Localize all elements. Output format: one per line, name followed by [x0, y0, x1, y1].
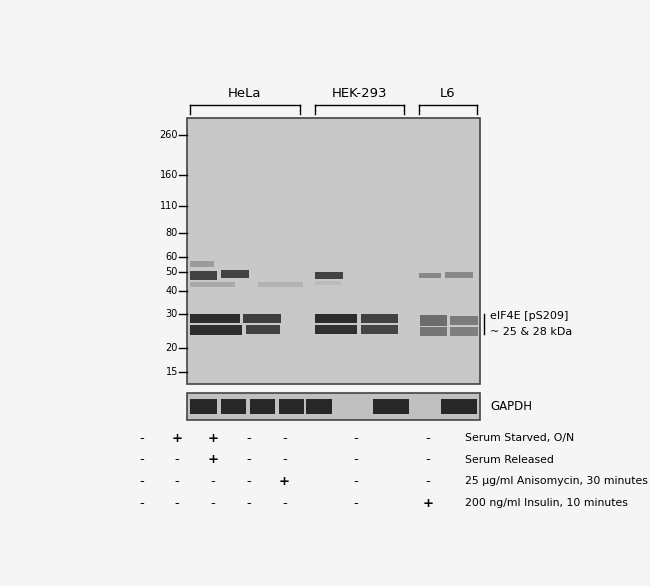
Bar [420, 315, 447, 325]
Bar [190, 315, 240, 323]
Text: +: + [208, 431, 219, 445]
Bar [257, 282, 303, 287]
Text: eIF4E [pS209]: eIF4E [pS209] [490, 311, 569, 322]
Bar [190, 282, 235, 287]
Text: Serum Starved, O/N: Serum Starved, O/N [465, 433, 575, 443]
Text: 20: 20 [166, 343, 178, 353]
Text: 80: 80 [166, 228, 178, 238]
Text: -: - [139, 475, 144, 488]
Bar [221, 399, 246, 414]
Text: 15: 15 [166, 367, 178, 377]
Bar [373, 399, 409, 414]
Bar [315, 281, 341, 284]
Text: -: - [175, 453, 179, 466]
Bar [190, 399, 217, 414]
Bar [420, 327, 447, 336]
Bar [315, 315, 357, 323]
Text: ~ 25 & 28 kDa: ~ 25 & 28 kDa [490, 327, 573, 337]
Text: HeLa: HeLa [228, 87, 262, 100]
Text: +: + [422, 496, 434, 510]
Bar [244, 315, 281, 323]
Text: 110: 110 [160, 202, 178, 212]
Text: -: - [175, 496, 179, 510]
Bar [246, 325, 280, 335]
Bar [306, 399, 332, 414]
Text: -: - [175, 475, 179, 488]
Text: 60: 60 [166, 252, 178, 262]
Text: -: - [282, 496, 287, 510]
Text: HEK-293: HEK-293 [332, 87, 387, 100]
Text: -: - [246, 475, 251, 488]
Bar [187, 118, 480, 384]
Bar [221, 270, 249, 278]
Text: -: - [354, 453, 358, 466]
Text: 160: 160 [160, 171, 178, 180]
Text: 260: 260 [159, 130, 178, 140]
Text: GAPDH: GAPDH [490, 400, 532, 413]
Text: 25 μg/ml Anisomycin, 30 minutes: 25 μg/ml Anisomycin, 30 minutes [465, 476, 648, 486]
Text: -: - [246, 431, 251, 445]
Text: -: - [139, 496, 144, 510]
Text: -: - [354, 475, 358, 488]
Text: L6: L6 [439, 87, 455, 100]
Bar [315, 271, 343, 280]
Text: -: - [139, 453, 144, 466]
Bar [450, 327, 478, 336]
Text: -: - [282, 453, 287, 466]
Text: +: + [279, 475, 290, 488]
Bar [250, 399, 275, 414]
Bar [187, 393, 480, 420]
Bar [190, 325, 242, 335]
Text: -: - [282, 431, 287, 445]
Text: 200 ng/ml Insulin, 10 minutes: 200 ng/ml Insulin, 10 minutes [465, 498, 628, 508]
Text: 50: 50 [166, 267, 178, 277]
Bar [190, 271, 217, 280]
Bar [450, 316, 478, 325]
Bar [361, 325, 398, 335]
Text: -: - [246, 453, 251, 466]
Text: -: - [354, 496, 358, 510]
Text: 40: 40 [166, 285, 178, 295]
Bar [419, 273, 441, 278]
Text: Serum Released: Serum Released [465, 455, 554, 465]
Bar [279, 399, 304, 414]
Text: -: - [426, 475, 430, 488]
Bar [190, 261, 214, 267]
Text: -: - [211, 496, 216, 510]
Text: -: - [139, 431, 144, 445]
Bar [361, 315, 398, 323]
Text: -: - [354, 431, 358, 445]
Bar [315, 325, 357, 335]
Text: -: - [211, 475, 216, 488]
Text: +: + [172, 431, 183, 445]
Text: +: + [208, 453, 219, 466]
Bar [445, 272, 473, 278]
Bar [441, 399, 476, 414]
Text: -: - [246, 496, 251, 510]
Text: -: - [426, 453, 430, 466]
Text: -: - [426, 431, 430, 445]
Text: 30: 30 [166, 309, 178, 319]
